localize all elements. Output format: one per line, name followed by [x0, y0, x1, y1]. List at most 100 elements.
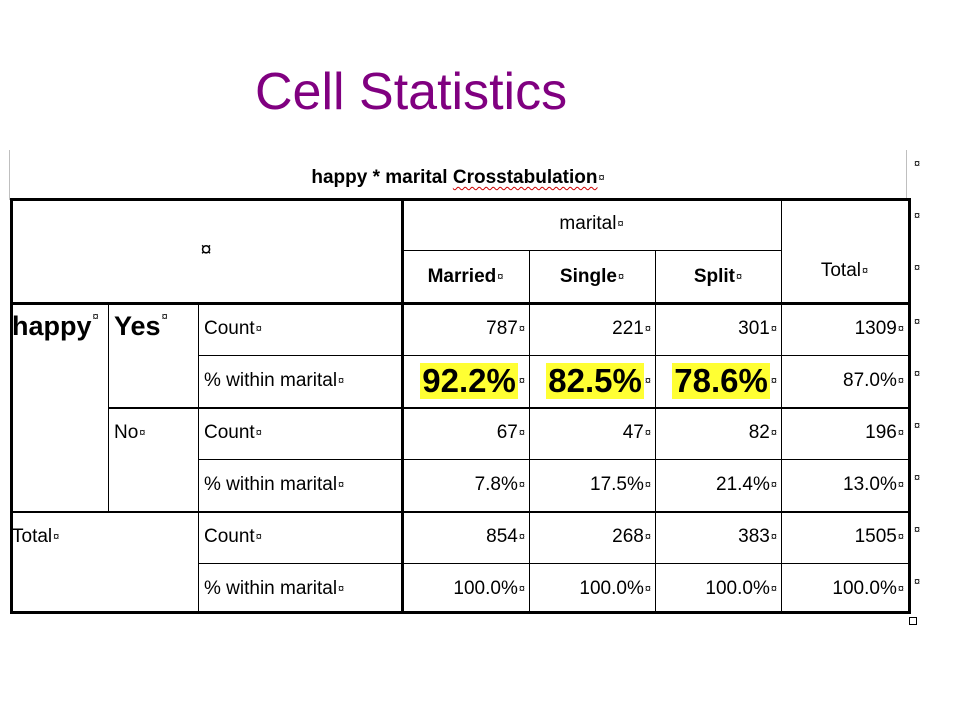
slide-title: Cell Statistics	[255, 63, 568, 121]
row-4-value-2: 383 ¤	[655, 511, 781, 563]
end-of-row-mark: ¤	[914, 368, 921, 380]
row-0-value-3-mark: ¤	[897, 323, 904, 335]
row-2-value-2: 82 ¤	[655, 407, 781, 459]
row-group-total: Total ¤	[10, 511, 198, 563]
row-2-value-1-text: 47	[622, 422, 644, 443]
page-margin-left	[9, 150, 10, 200]
row-5-value-1: 100.0% ¤	[529, 563, 655, 615]
row-0-value-0-mark: ¤	[518, 323, 525, 335]
row-1-value-2-text: 78.6%	[672, 362, 770, 399]
column-header-single-mark: ¤	[617, 270, 625, 283]
row-5-value-1-text: 100.0%	[579, 578, 644, 599]
row-4-value-2-mark: ¤	[770, 531, 777, 543]
row-0-stat-label: Count ¤	[198, 303, 402, 355]
row-5-value-2: 100.0% ¤	[655, 563, 781, 615]
row-4-value-0: 854 ¤	[402, 511, 529, 563]
row-3-stat-label-text: % within marital	[204, 474, 338, 495]
row-variable-happy: happy ¤	[10, 303, 108, 355]
row-group-total-text: Total	[12, 526, 53, 547]
row-0-stat-label-mark: ¤	[255, 323, 262, 335]
row-3-stat-label: % within marital ¤	[198, 459, 402, 511]
row-4-stat-label-text: Count	[204, 526, 255, 547]
end-of-row-mark: ¤	[914, 158, 921, 170]
total-divider-line	[781, 198, 782, 611]
row-3-value-2-text: 21.4%	[716, 474, 770, 495]
row-3-value-1-mark: ¤	[644, 479, 651, 491]
row-1-stat-label-text: % within marital	[204, 370, 338, 391]
row-1-value-1-mark: ¤	[644, 375, 651, 387]
border-right	[908, 198, 911, 614]
row-2-value-2-mark: ¤	[770, 427, 777, 439]
row-3-value-0: 7.8% ¤	[402, 459, 529, 511]
row-3-value-3: 13.0% ¤	[781, 459, 908, 511]
row-0-value-2-mark: ¤	[770, 323, 777, 335]
row-line-4	[10, 511, 908, 513]
row-3-value-1: 17.5% ¤	[529, 459, 655, 511]
end-of-row-mark: ¤	[914, 210, 921, 222]
row-5-value-3: 100.0% ¤	[781, 563, 908, 615]
row-3-stat-label-mark: ¤	[338, 479, 345, 491]
row-5-value-0-text: 100.0%	[453, 578, 518, 599]
row-2-value-0-text: 67	[496, 422, 518, 443]
row-group-yes: Yes ¤	[108, 303, 198, 355]
row-1-value-0-mark: ¤	[518, 375, 525, 387]
col-line-1-header	[529, 250, 530, 303]
header-bottom-line	[10, 302, 908, 305]
marital-group-line	[402, 250, 781, 251]
row-5-stat-label: % within marital ¤	[198, 563, 402, 615]
row-4-value-3-text: 1505	[854, 526, 897, 547]
table-end-marker	[909, 617, 917, 625]
row-3-value-2-mark: ¤	[770, 479, 777, 491]
stub-divider-line	[401, 198, 404, 611]
corner-mark: ¤	[200, 239, 212, 261]
row-5-value-0: 100.0% ¤	[402, 563, 529, 615]
page-margin-right	[906, 150, 907, 200]
row-4-stat-label: Count ¤	[198, 511, 402, 563]
table-caption: happy * marital Crosstabulation¤	[10, 160, 906, 196]
row-4-value-3: 1505 ¤	[781, 511, 908, 563]
end-of-row-mark: ¤	[914, 262, 921, 274]
row-2-stat-label-mark: ¤	[255, 427, 262, 439]
column-header-married: Married ¤	[402, 250, 529, 303]
column-group-marital-mark: ¤	[617, 218, 624, 230]
column-header-split-text: Split	[693, 265, 736, 287]
row-group-yes-mark: ¤	[161, 311, 168, 323]
row-1-value-0: 92.2% ¤	[402, 355, 529, 407]
row-group-no-text: No	[114, 422, 139, 443]
row-0-value-2: 301 ¤	[655, 303, 781, 355]
row-2-value-1-mark: ¤	[644, 427, 651, 439]
row-2-value-3-text: 196	[865, 422, 897, 443]
row-2-value-1: 47 ¤	[529, 407, 655, 459]
row-4-value-1-text: 268	[612, 526, 644, 547]
row-1-value-2-mark: ¤	[770, 375, 777, 387]
row-0-value-1-text: 221	[612, 318, 644, 339]
row-2-value-0-mark: ¤	[518, 427, 525, 439]
row-1-value-3-text: 87.0%	[843, 370, 897, 391]
col-line-2	[655, 303, 656, 611]
row-2-value-3: 196 ¤	[781, 407, 908, 459]
row-4-value-0-text: 854	[486, 526, 518, 547]
border-left	[10, 198, 13, 614]
row-2-value-0: 67 ¤	[402, 407, 529, 459]
row-0-stat-label-text: Count	[204, 318, 255, 339]
row-1-value-1: 82.5% ¤	[529, 355, 655, 407]
end-of-row-mark: ¤	[914, 524, 921, 536]
column-header-total: Total ¤	[781, 238, 908, 303]
caption-var-happy: happy	[311, 167, 368, 189]
row-variable-happy-text: happy	[12, 311, 92, 341]
column-group-marital-text: marital	[559, 213, 617, 234]
caption-var-marital: * marital	[367, 167, 453, 189]
row-5-value-3-text: 100.0%	[832, 578, 897, 599]
row-group-no: No ¤	[108, 407, 198, 459]
row-5-value-1-mark: ¤	[644, 583, 651, 595]
row-4-value-3-mark: ¤	[897, 531, 904, 543]
row-3-value-3-mark: ¤	[897, 479, 904, 491]
row-0-value-3-text: 1309	[854, 318, 897, 339]
row-4-value-2-text: 383	[738, 526, 770, 547]
caption-crosstabulation: Crosstabulation	[452, 167, 598, 189]
row-5-value-2-mark: ¤	[770, 583, 777, 595]
row-5-stat-label-mark: ¤	[338, 583, 345, 595]
end-of-row-mark: ¤	[914, 420, 921, 432]
row-0-value-1: 221 ¤	[529, 303, 655, 355]
